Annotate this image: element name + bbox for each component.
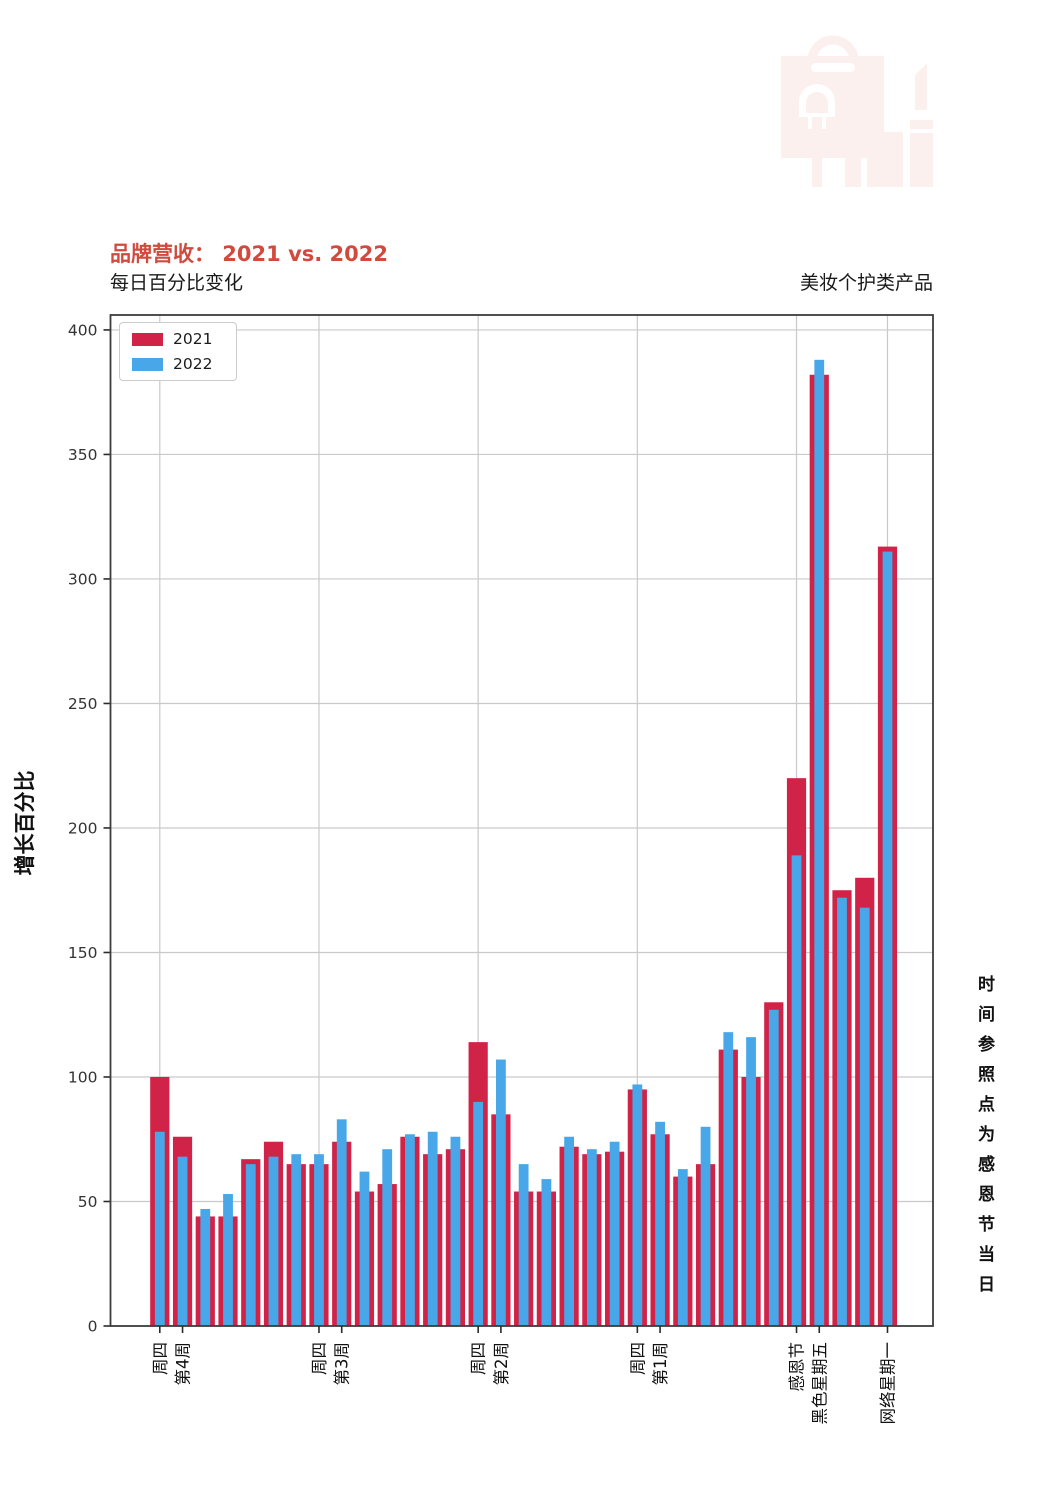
bar-2022 (427, 1131, 438, 1326)
legend-label-2022: 2022 (173, 354, 213, 373)
x-tick-label: 周四 (151, 1342, 170, 1375)
chart-legend: 2021 2022 (119, 322, 237, 381)
y-tick-label: 350 (68, 446, 98, 464)
watermark-shape (812, 117, 822, 187)
bar-2022 (245, 1164, 256, 1326)
y-tick-label: 50 (78, 1193, 98, 1211)
bar-2022 (655, 1121, 665, 1326)
bar-2022 (791, 855, 802, 1326)
bar-2022 (882, 551, 893, 1326)
bar-2022 (200, 1208, 211, 1326)
y-tick-label: 300 (68, 570, 98, 588)
y-tick-label: 250 (68, 695, 98, 713)
bar-2022 (723, 1032, 734, 1326)
bar-2022 (586, 1149, 597, 1326)
x-tick-label: 黑色星期五 (810, 1342, 829, 1425)
watermark-shape (867, 132, 903, 187)
legend-label-2021: 2021 (173, 330, 213, 348)
bar-2022 (382, 1149, 393, 1326)
bar-2022 (837, 897, 847, 1326)
plot-border (109, 314, 934, 1327)
watermark-shape (910, 120, 933, 129)
x-tick-label: 第4周 (174, 1342, 193, 1386)
y-tick-label: 200 (68, 819, 98, 837)
x-tick-label: 周四 (310, 1342, 329, 1375)
bar-2022 (177, 1156, 188, 1326)
bar-2022 (223, 1194, 233, 1326)
bar-2022 (336, 1119, 347, 1326)
bar-2022 (609, 1141, 620, 1326)
x-tick-label: 周四 (628, 1342, 647, 1375)
x-tick-label: 第3周 (333, 1342, 352, 1386)
y-tick-label: 100 (68, 1068, 98, 1086)
y-tick-label: 400 (68, 321, 98, 339)
bar-2022 (291, 1154, 302, 1326)
legend-swatch-2021 (132, 333, 163, 347)
legend-item-2021: 2021 (132, 330, 224, 348)
x-tick-label: 感恩节 (788, 1342, 807, 1392)
bar-2022 (564, 1136, 575, 1326)
bar-2022 (677, 1169, 688, 1326)
x-tick-label: 第2周 (492, 1342, 511, 1386)
bar-2022 (154, 1131, 165, 1326)
chart-subtitle: 每日百分比变化 (110, 272, 244, 294)
bar-2022 (405, 1134, 415, 1326)
legend-swatch-2022 (132, 357, 163, 371)
bar-2022 (314, 1154, 324, 1326)
watermark-shape (915, 63, 927, 110)
bar-2022 (632, 1084, 643, 1326)
bar-2022 (814, 359, 825, 1327)
bar-2022 (473, 1101, 484, 1326)
chart-title: 品牌营收： 2021 vs. 2022 (110, 242, 388, 266)
y-tick-label: 150 (68, 944, 98, 962)
watermark-shape (807, 35, 859, 62)
bar-2022 (359, 1171, 370, 1326)
cosmetics-bag-watermark-icon (781, 35, 933, 187)
bar-2022 (518, 1164, 529, 1326)
bar-2022 (700, 1126, 711, 1326)
watermark-shape (910, 133, 933, 187)
category-label: 美妆个护类产品 (799, 272, 933, 294)
side-note-vertical: 时间参照点为感恩节当日 (974, 975, 994, 1305)
bar-2022 (768, 1009, 779, 1326)
watermark-shape (806, 92, 828, 113)
legend-item-2022: 2022 (132, 354, 224, 373)
watermark-shape (845, 128, 861, 152)
watermark-shape (845, 158, 861, 187)
x-tick-label: 网络星期一 (878, 1342, 897, 1425)
watermark-shape (811, 63, 855, 72)
x-tick-label: 周四 (469, 1342, 488, 1375)
bar-2022 (496, 1059, 506, 1326)
bar-2022 (859, 907, 870, 1326)
bar-2022 (541, 1179, 552, 1326)
bar-2022 (268, 1156, 279, 1326)
bar-2022 (450, 1136, 461, 1326)
bar-2022 (746, 1037, 756, 1326)
y-tick-label: 0 (88, 1318, 98, 1336)
x-tick-label: 第1周 (651, 1342, 670, 1386)
